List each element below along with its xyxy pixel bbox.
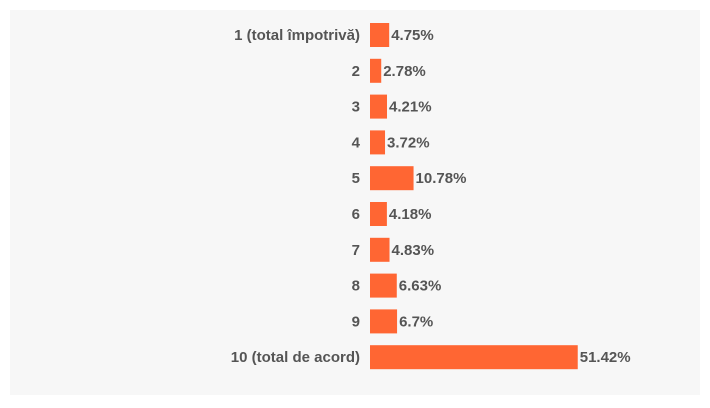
bar <box>370 345 578 370</box>
bar <box>370 23 390 47</box>
value-label: 51.42% <box>580 349 631 366</box>
bar <box>370 58 382 83</box>
category-label: 8 <box>352 278 360 295</box>
bar <box>370 130 386 155</box>
category-label: 3 <box>352 99 360 116</box>
value-label: 6.63% <box>399 278 442 295</box>
category-label: 1 (total împotrivă) <box>234 27 360 44</box>
value-label: 4.83% <box>392 242 435 259</box>
value-label: 2.78% <box>383 63 426 80</box>
category-label: 6 <box>352 206 360 223</box>
value-label: 4.18% <box>389 206 432 223</box>
bar <box>370 309 398 334</box>
bar <box>370 273 397 298</box>
chart-panel <box>10 10 700 395</box>
value-label: 4.21% <box>389 99 432 116</box>
value-label: 4.75% <box>391 27 434 44</box>
category-label: 4 <box>352 134 361 151</box>
bar <box>370 237 390 262</box>
value-label: 3.72% <box>387 134 430 151</box>
bar <box>370 166 414 191</box>
category-label: 10 (total de acord) <box>231 349 360 366</box>
bar <box>370 202 387 226</box>
value-label: 10.78% <box>416 170 467 187</box>
category-label: 7 <box>352 242 360 259</box>
category-label: 9 <box>352 313 360 330</box>
category-label: 2 <box>352 63 360 80</box>
category-label: 5 <box>352 170 360 187</box>
value-label: 6.7% <box>399 313 433 330</box>
bar <box>370 94 388 119</box>
